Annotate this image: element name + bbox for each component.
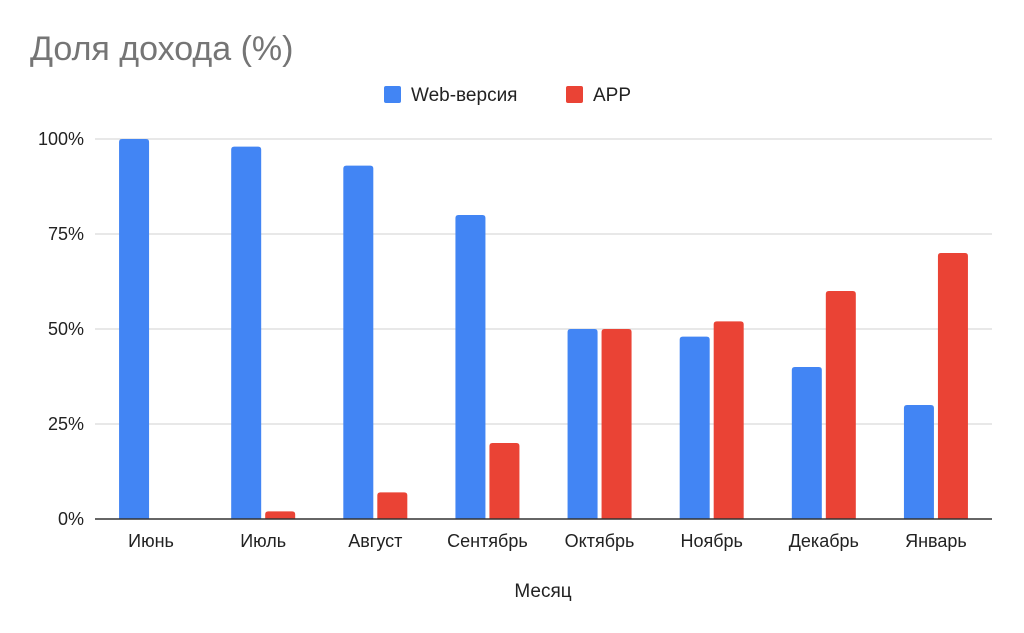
- gridlines: [95, 138, 992, 425]
- bar-app: [265, 511, 296, 519]
- legend-swatch-app: [566, 86, 583, 103]
- bar-app: [601, 329, 632, 519]
- x-tick-label: Декабрь: [789, 531, 859, 551]
- bar-app: [489, 443, 520, 519]
- bar-app: [825, 291, 856, 519]
- y-tick-label: 100%: [38, 129, 84, 149]
- bar-app: [377, 492, 408, 519]
- bar-web: [343, 165, 374, 519]
- y-tick-label: 0%: [58, 509, 84, 529]
- bar-app: [937, 253, 968, 519]
- legend-label-web: Web-версия: [411, 85, 517, 106]
- x-tick-label: Январь: [905, 531, 967, 551]
- y-tick-label: 50%: [48, 319, 84, 339]
- y-tick-label: 25%: [48, 414, 84, 434]
- x-tick-label: Ноябрь: [680, 531, 742, 551]
- x-tick-label: Сентябрь: [447, 531, 528, 551]
- y-axis-ticks: 0% 25% 50% 75% 100%: [38, 129, 84, 529]
- bar-web: [119, 139, 150, 519]
- x-axis-label: Месяц: [514, 581, 571, 602]
- bars: [119, 139, 968, 519]
- bar-web: [567, 329, 598, 519]
- legend-label-app: APP: [593, 85, 631, 106]
- x-tick-label: Август: [348, 531, 402, 551]
- y-tick-label: 75%: [48, 224, 84, 244]
- bar-web: [791, 367, 822, 519]
- x-tick-label: Июль: [240, 531, 286, 551]
- chart-title: Доля дохода (%): [30, 30, 293, 68]
- x-tick-label: Октябрь: [565, 531, 635, 551]
- bar-web: [679, 336, 710, 519]
- bar-web: [903, 405, 934, 519]
- bar-web: [455, 215, 486, 519]
- legend: Web-версия APP: [384, 85, 631, 106]
- bar-web: [231, 146, 262, 519]
- bar-app: [713, 321, 744, 519]
- x-axis-ticks: Июнь Июль Август Сентябрь Октябрь Ноябрь Декаб…: [128, 531, 967, 551]
- legend-swatch-web: [384, 86, 401, 103]
- x-tick-label: Июнь: [128, 531, 174, 551]
